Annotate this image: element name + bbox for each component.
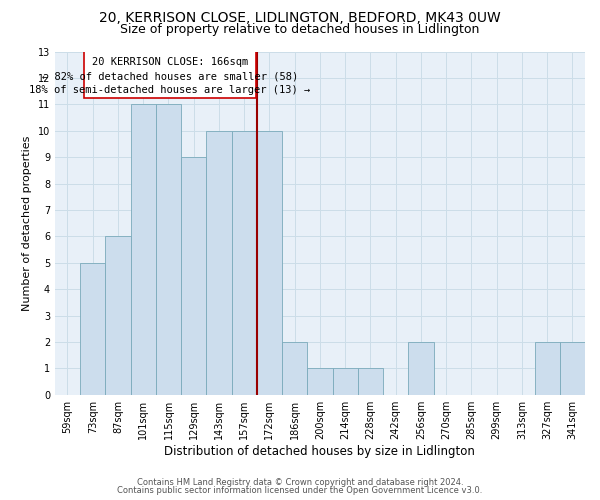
- Bar: [206, 130, 232, 394]
- Text: ← 82% of detached houses are smaller (58): ← 82% of detached houses are smaller (58…: [41, 72, 298, 82]
- Text: 20, KERRISON CLOSE, LIDLINGTON, BEDFORD, MK43 0UW: 20, KERRISON CLOSE, LIDLINGTON, BEDFORD,…: [99, 11, 501, 25]
- Bar: [332, 368, 358, 394]
- Y-axis label: Number of detached properties: Number of detached properties: [22, 136, 32, 311]
- Text: Contains public sector information licensed under the Open Government Licence v3: Contains public sector information licen…: [118, 486, 482, 495]
- Bar: [131, 104, 156, 395]
- Bar: [181, 157, 206, 394]
- Bar: [358, 368, 383, 394]
- Bar: [232, 130, 257, 394]
- Bar: [106, 236, 131, 394]
- Bar: [535, 342, 560, 394]
- X-axis label: Distribution of detached houses by size in Lidlington: Distribution of detached houses by size …: [164, 444, 475, 458]
- Text: 18% of semi-detached houses are larger (13) →: 18% of semi-detached houses are larger (…: [29, 85, 310, 95]
- Bar: [80, 262, 106, 394]
- Bar: [84, 52, 256, 98]
- Text: Size of property relative to detached houses in Lidlington: Size of property relative to detached ho…: [121, 22, 479, 36]
- Bar: [307, 368, 332, 394]
- Bar: [257, 130, 282, 394]
- Text: Contains HM Land Registry data © Crown copyright and database right 2024.: Contains HM Land Registry data © Crown c…: [137, 478, 463, 487]
- Text: 20 KERRISON CLOSE: 166sqm: 20 KERRISON CLOSE: 166sqm: [92, 57, 248, 67]
- Bar: [156, 104, 181, 395]
- Bar: [560, 342, 585, 394]
- Bar: [282, 342, 307, 394]
- Bar: [408, 342, 434, 394]
